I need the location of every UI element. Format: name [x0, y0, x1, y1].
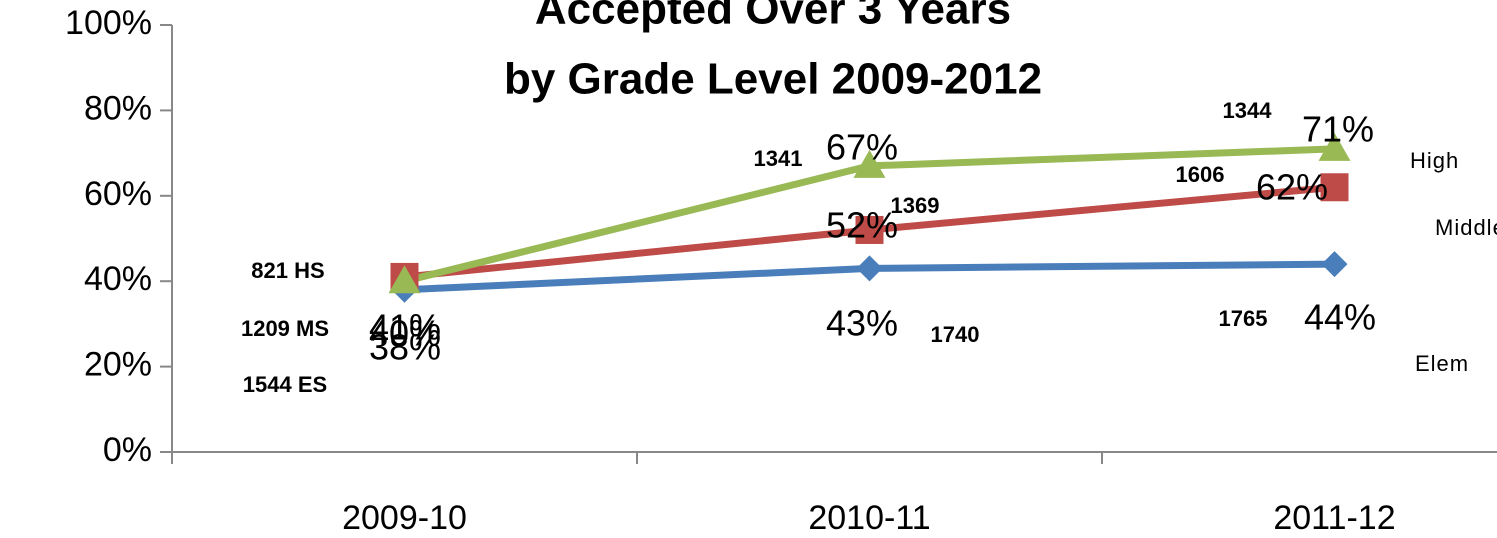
y-tick-label: 60% [84, 175, 152, 213]
value-label: 62% [1256, 167, 1328, 208]
value-label: 41% [369, 307, 441, 348]
y-tick-label: 40% [84, 260, 152, 298]
point [1318, 132, 1351, 161]
x-tick-label: 2010-11 [808, 499, 930, 537]
x-tick-label: 2009-10 [342, 499, 467, 537]
count-label: 1369 [891, 193, 940, 218]
value-label: 38% [369, 327, 441, 368]
point [1321, 251, 1348, 278]
count-label: 1606 [1176, 162, 1225, 187]
chart-title: Accepted Over 3 Years [535, 0, 1011, 34]
y-tick-label: 20% [84, 346, 152, 384]
count-label: 1344 [1223, 98, 1273, 123]
point [856, 255, 883, 282]
count-label: 1740 [931, 322, 980, 347]
y-tick-label: 0% [103, 431, 152, 469]
point [1320, 173, 1349, 202]
count-label: 1341 [754, 146, 803, 171]
count-label: 1544 ES [243, 372, 327, 397]
y-tick-label: 80% [84, 89, 152, 127]
y-tick-label: 100% [65, 4, 152, 42]
value-label: 40% [369, 313, 441, 354]
value-label: 43% [826, 303, 898, 344]
point [855, 215, 884, 244]
x-tick-label: 2011-12 [1273, 499, 1395, 537]
value-label: 67% [826, 127, 898, 168]
series-name: Middle [1435, 215, 1497, 240]
count-label: 1209 MS [241, 316, 329, 341]
value-label: 71% [1302, 109, 1374, 150]
chart-subtitle: by Grade Level 2009-2012 [504, 55, 1042, 104]
point [388, 265, 421, 294]
value-label: 44% [1304, 297, 1376, 338]
series-name: Elem [1415, 351, 1469, 376]
count-label: 821 HS [251, 258, 324, 283]
count-label: 1765 [1219, 306, 1268, 331]
value-label: 52% [826, 205, 898, 246]
series-name: High [1410, 148, 1459, 173]
point [853, 149, 886, 178]
